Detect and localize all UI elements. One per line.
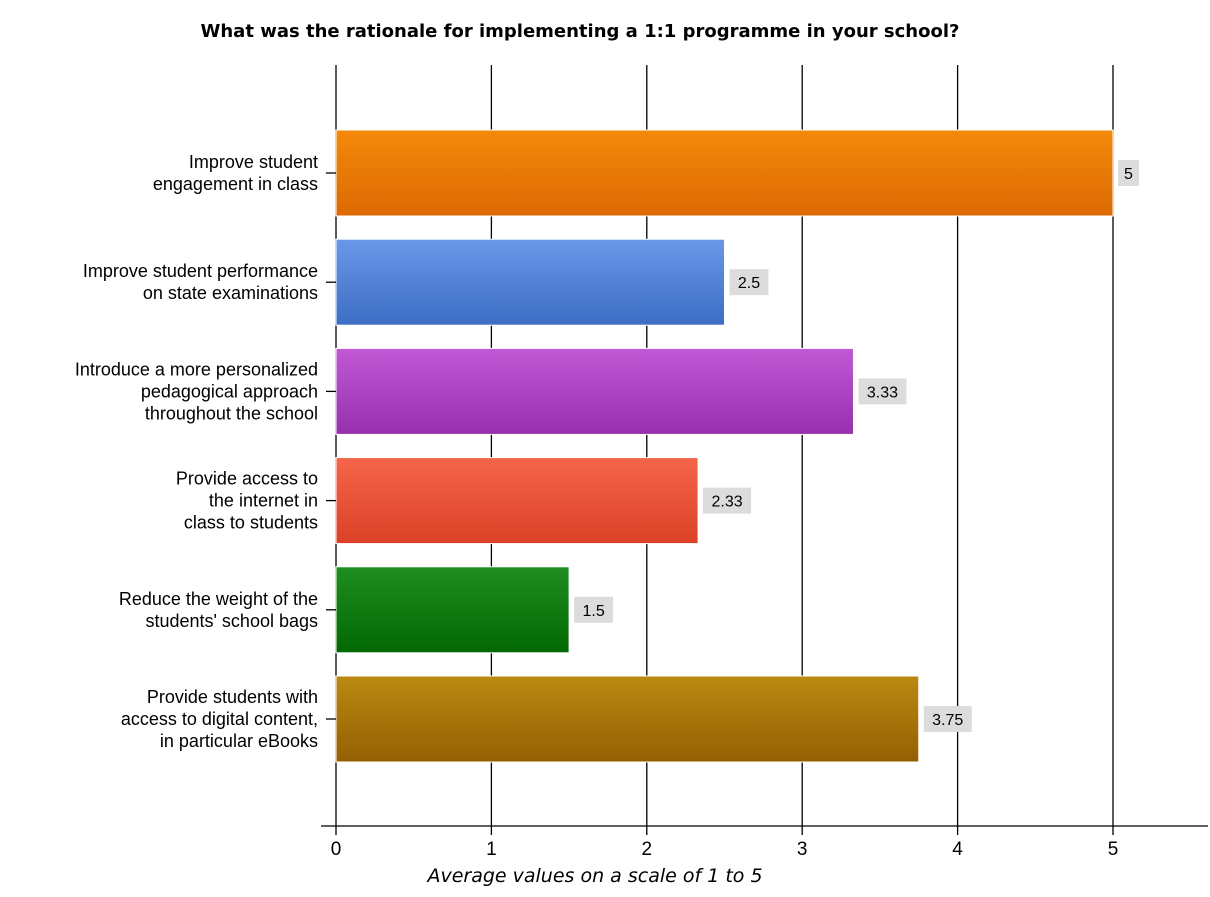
bar-2 [335, 238, 725, 326]
x-tick-label-3: 3 [797, 839, 808, 860]
value-label-2: 2.5 [738, 275, 760, 292]
x-tick-label-5: 5 [1108, 839, 1119, 860]
value-label-5: 1.5 [582, 603, 604, 620]
value-label-4: 2.33 [712, 494, 743, 511]
category-label-2: Improve student performance on state exam… [83, 261, 318, 303]
value-label-box-3 [858, 378, 907, 405]
category-label-4-line-1: Provide access to [176, 469, 318, 489]
x-tick-label-0: 0 [331, 839, 342, 860]
x-tick-label-1: 1 [486, 839, 497, 860]
value-label-box-1 [1118, 160, 1139, 186]
axes: 0 1 2 3 4 5 [321, 172, 1208, 860]
bars: 5 2.5 3.33 2.33 1.5 3.75 [335, 129, 1139, 763]
x-tick-label-2: 2 [642, 839, 653, 860]
category-label-1-line-2: engagement in class [153, 174, 318, 194]
value-label-1: 5 [1124, 166, 1133, 183]
category-label-2-line-2: on state examinations [143, 283, 318, 303]
category-label-5-line-1: Reduce the weight of the [119, 589, 318, 609]
category-label-1-line-1: Improve student [189, 152, 318, 172]
category-label-6-line-3: in particular eBooks [160, 731, 318, 751]
category-label-3-line-1: Introduce a more personalized [75, 359, 318, 379]
bar-4 [335, 457, 699, 545]
category-label-6-line-1: Provide students with [147, 687, 318, 707]
category-label-2-line-1: Improve student performance [83, 261, 318, 281]
x-tick-label-4: 4 [952, 839, 963, 860]
category-label-3-line-3: throughout the school [145, 403, 318, 423]
category-label-4: Provide access to the internet in class to… [176, 469, 318, 533]
value-label-box-5 [574, 596, 614, 623]
category-label-5-line-2: students' school bags [145, 611, 318, 631]
category-label-6: Provide students with access to digital c… [121, 687, 318, 751]
category-label-5: Reduce the weight of the students' school… [119, 589, 318, 631]
x-axis-title: Average values on a scale of 1 to 5 [425, 865, 762, 887]
category-label-6-line-2: access to digital content, [121, 709, 318, 729]
value-label-box-4 [703, 487, 752, 514]
value-label-box-2 [729, 269, 769, 296]
category-label-3: Introduce a more personalized pedagogical… [75, 359, 318, 423]
bar-6 [335, 675, 920, 763]
bar-3 [335, 347, 854, 435]
bar-5 [335, 566, 570, 654]
bar-1 [335, 129, 1114, 217]
value-label-3: 3.33 [867, 384, 898, 401]
category-label-3-line-2: pedagogical approach [141, 381, 318, 401]
category-labels: Improve student engagement in classImprov… [75, 152, 318, 751]
value-label-box-6 [923, 706, 972, 732]
category-label-4-line-2: the internet in [209, 491, 318, 511]
category-label-4-line-3: class to students [184, 513, 318, 533]
value-label-6: 3.75 [932, 712, 963, 729]
category-label-1: Improve student engagement in class [153, 152, 318, 194]
chart-title: What was the rationale for implementing … [201, 21, 960, 42]
